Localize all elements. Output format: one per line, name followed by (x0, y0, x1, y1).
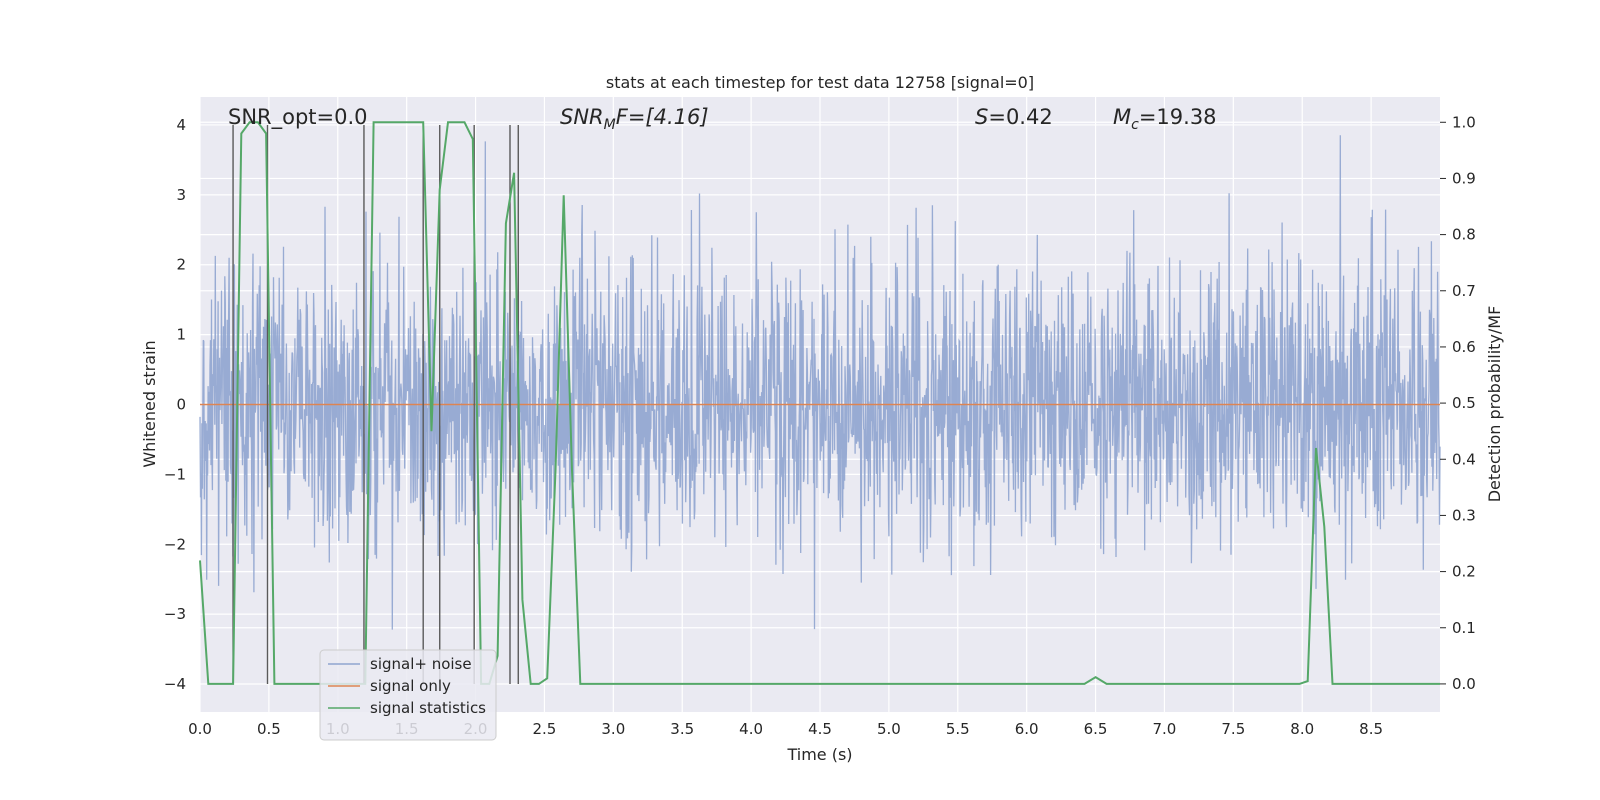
x-tick-label: 2.5 (533, 720, 557, 738)
legend-label-signal-statistics: signal statistics (370, 699, 486, 717)
x-tick-label: 0.5 (257, 720, 281, 738)
y-tick-label: 1 (176, 326, 186, 344)
legend-label-signal-only: signal only (370, 677, 451, 695)
y-tick-label: −4 (164, 675, 186, 693)
x-tick-label: 7.5 (1221, 720, 1245, 738)
x-tick-label: 6.0 (1015, 720, 1039, 738)
mc-rest: =19.38 (1139, 105, 1217, 129)
legend-label-signal-noise: signal+ noise (370, 655, 472, 673)
y-tick-label: 2 (176, 256, 186, 274)
right-y-tick-label: 0.1 (1452, 619, 1476, 637)
x-tick-label: 3.5 (670, 720, 694, 738)
snr-opt-annotation: SNR_opt=0.0 (228, 105, 368, 130)
right-y-tick-label: 0.7 (1452, 282, 1476, 300)
right-y-tick-label: 0.9 (1452, 169, 1476, 187)
right-y-tick-label: 0.2 (1452, 563, 1476, 581)
signal-noise-series (199, 135, 1441, 630)
x-tick-label: 5.0 (877, 720, 901, 738)
x-tick-label: 5.5 (946, 720, 970, 738)
y-tick-label: 4 (176, 116, 186, 134)
y-tick-label: 3 (176, 186, 186, 204)
right-y-tick-label: 0.3 (1452, 506, 1476, 524)
y-tick-label: −3 (164, 605, 186, 623)
right-y-tick-label: 0.8 (1452, 226, 1476, 244)
right-y-tick-label: 0.0 (1452, 675, 1476, 693)
right-y-axis-label: Detection probability/MF (1485, 306, 1504, 503)
x-tick-label: 8.0 (1290, 720, 1314, 738)
snr-mf-base: SNR (560, 105, 604, 129)
right-y-tick-label: 0.4 (1452, 450, 1476, 468)
legend-box (319, 649, 497, 741)
mc-sub: c (1131, 117, 1139, 133)
x-axis-label: Time (s) (786, 745, 852, 764)
x-tick-label: 3.0 (601, 720, 625, 738)
y-axis-label: Whitened strain (140, 340, 159, 467)
snr-mf-rest: F=[4.16] (616, 105, 709, 129)
signal-statistics-series (199, 121, 1440, 685)
right-y-tick-label: 1.0 (1452, 113, 1476, 131)
mc-base: M (1113, 105, 1131, 129)
legend: signal+ noise signal only signal statist… (319, 649, 497, 741)
y-tick-label: 0 (176, 396, 186, 414)
s-base: S (975, 105, 988, 129)
x-tick-label: 7.0 (1153, 720, 1177, 738)
x-tick-label: 0.0 (188, 720, 212, 738)
right-y-tick-label: 0.6 (1452, 338, 1476, 356)
x-tick-label: 4.0 (739, 720, 763, 738)
snr-mf-annotation: SNRMF=[4.16] (560, 105, 709, 133)
y-tick-label: −2 (164, 535, 186, 553)
s-annotation: S=0.42 (975, 105, 1053, 129)
mc-annotation: Mc=19.38 (1113, 105, 1217, 133)
right-y-tick-label: 0.5 (1452, 394, 1476, 412)
s-rest: =0.42 (988, 105, 1052, 129)
chart-title: stats at each timestep for test data 127… (606, 73, 1034, 92)
snr-mf-sub: M (604, 117, 616, 133)
x-tick-label: 6.5 (1084, 720, 1108, 738)
x-tick-label: 8.5 (1359, 720, 1383, 738)
y-tick-label: −1 (164, 465, 186, 483)
x-tick-label: 4.5 (808, 720, 832, 738)
right-y-tick-labels: 1.0 0.9 0.8 0.7 0.6 0.5 0.4 0.3 0.2 0.1 0.0 (1440, 113, 1476, 693)
y-tick-labels: 4 3 2 1 0 −1 −2 −3 −4 (164, 116, 186, 693)
signal-statistics-line (199, 121, 1440, 685)
signal-noise-line (199, 135, 1441, 630)
